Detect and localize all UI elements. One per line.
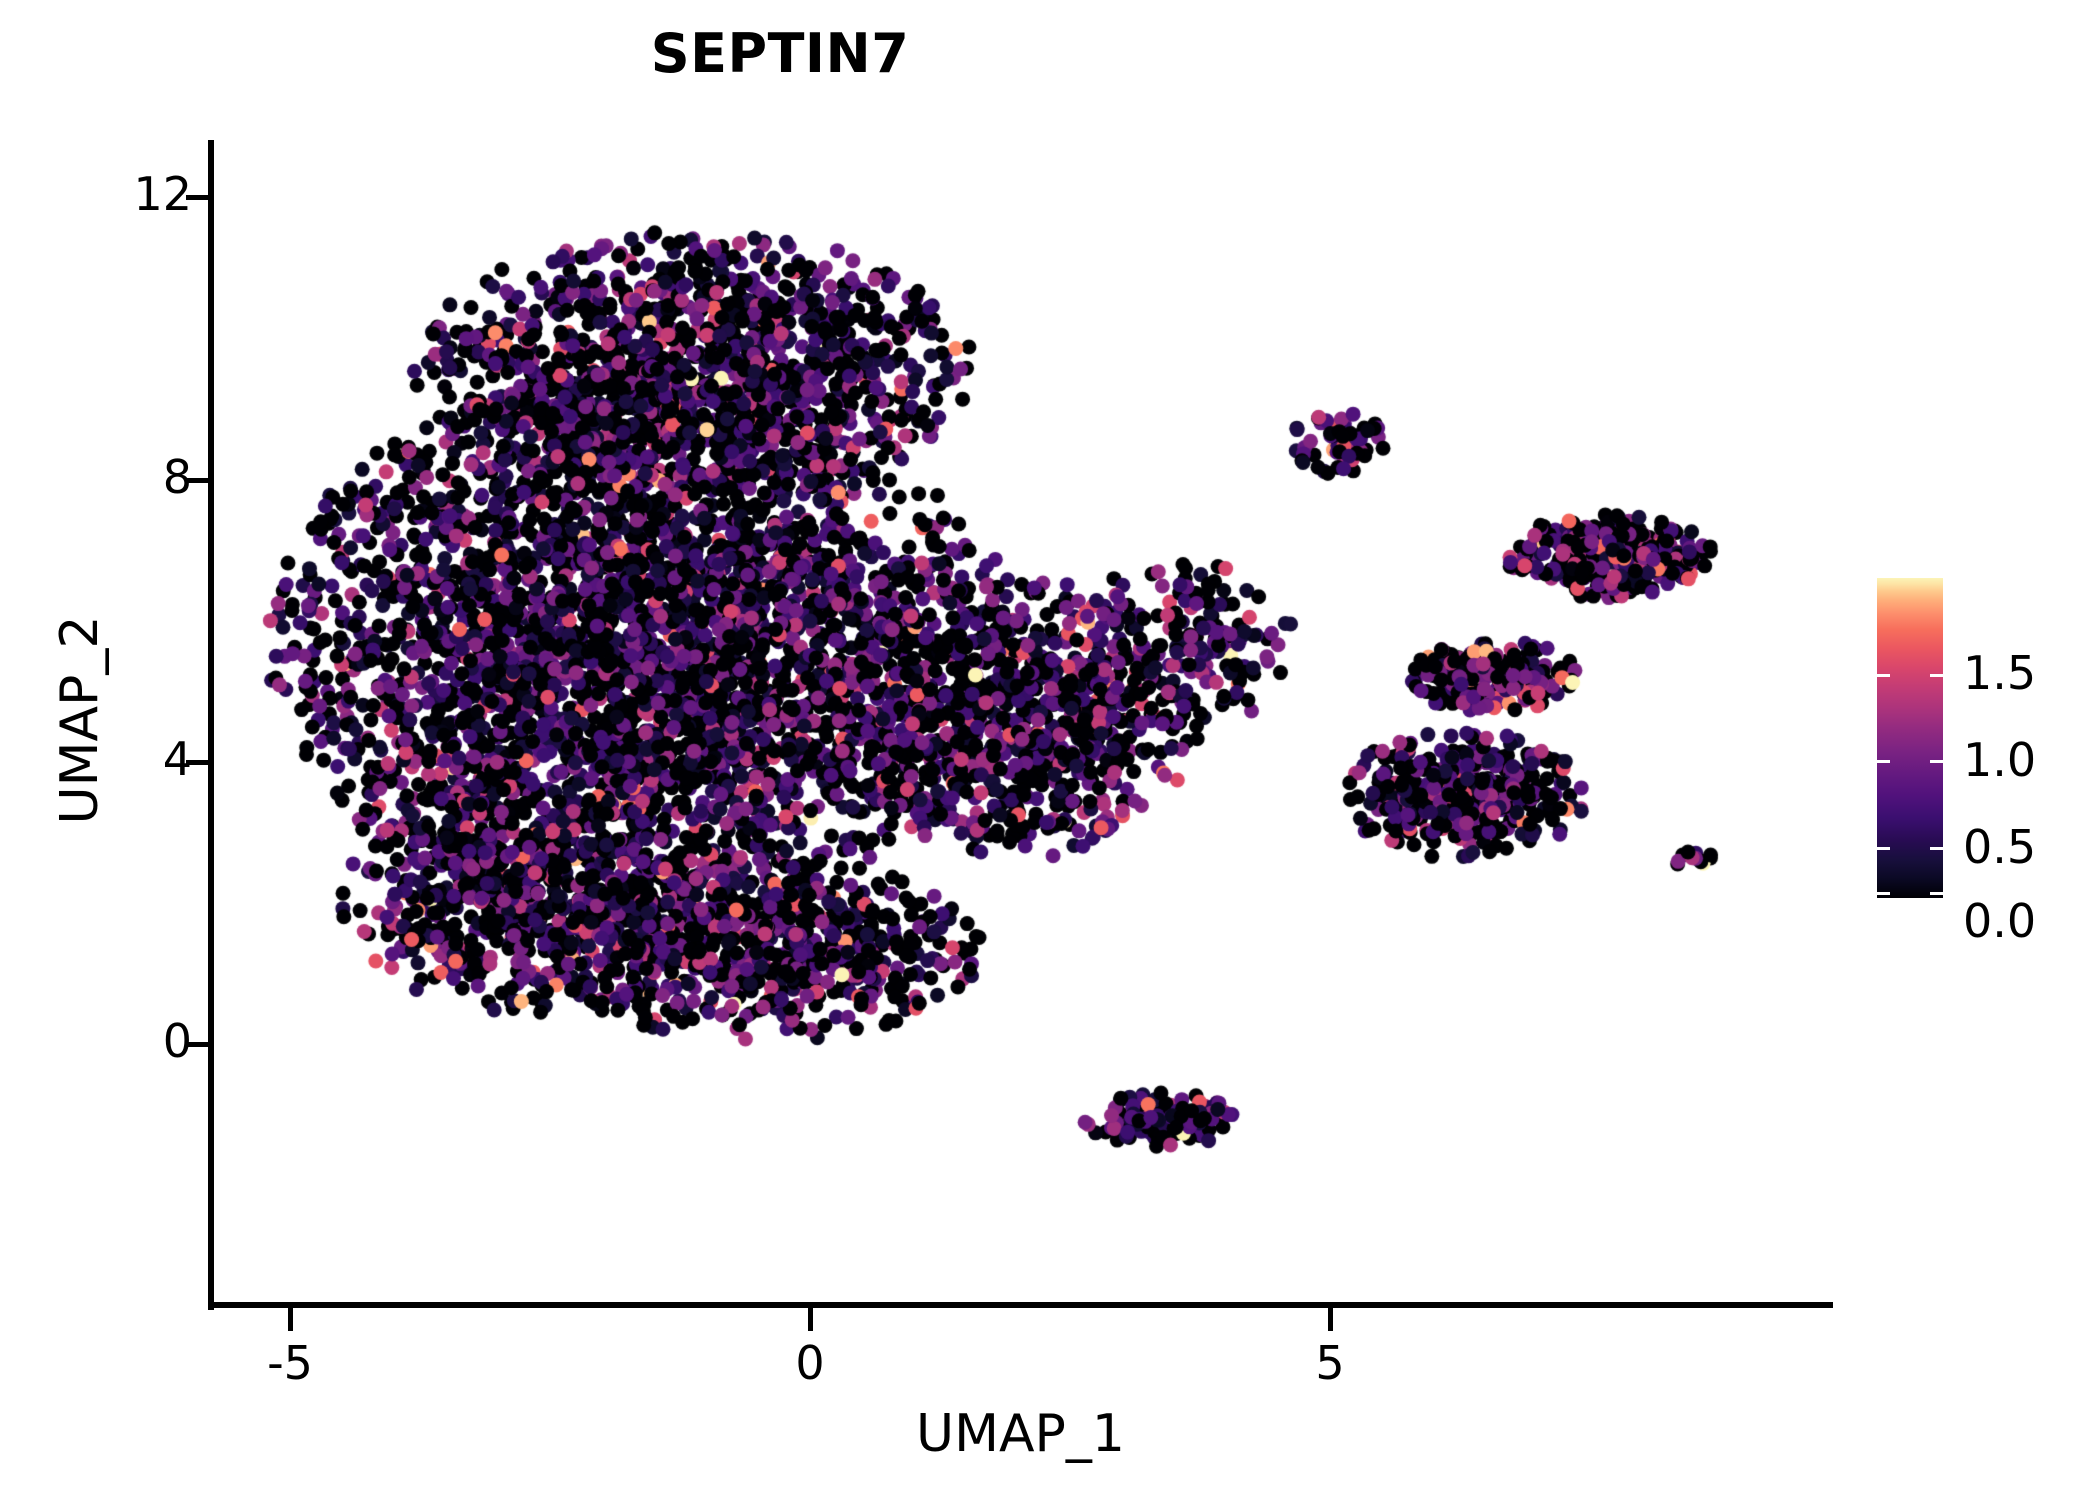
colorbar-tick-0.5-left — [1877, 847, 1890, 850]
y-tick-mark-0 — [186, 1042, 210, 1047]
x-tick-mark-0 — [808, 1307, 813, 1331]
colorbar-tick-0.0-right — [1930, 892, 1943, 895]
y-axis-spine — [208, 140, 214, 1310]
x-tick-mark-5 — [1328, 1307, 1333, 1331]
x-axis-spine — [208, 1302, 1833, 1308]
colorbar-tick-0.0-left — [1877, 892, 1890, 895]
colorbar-tick-1.0-left — [1877, 760, 1890, 763]
y-tick-label-4: 4 — [162, 732, 192, 786]
x-tick-label-0: 0 — [795, 1336, 825, 1390]
colorbar-label-1.0: 1.0 — [1963, 733, 2037, 787]
x-tick-mark-minus5 — [288, 1307, 293, 1331]
x-axis-label: UMAP_1 — [916, 1404, 1125, 1464]
y-tick-mark-12 — [186, 195, 210, 200]
colorbar-label-0.5: 0.5 — [1963, 820, 2037, 874]
colorbar — [1877, 578, 1943, 898]
colorbar-label-1.5: 1.5 — [1963, 646, 2037, 700]
x-tick-label-5: 5 — [1315, 1336, 1345, 1390]
y-axis-label: UMAP_2 — [50, 615, 110, 825]
colorbar-tick-1.5-left — [1877, 674, 1890, 677]
colorbar-tick-1.5-right — [1930, 674, 1943, 677]
colorbar-gradient — [1877, 578, 1943, 898]
x-tick-label-minus5: -5 — [267, 1336, 313, 1390]
y-tick-label-8: 8 — [162, 450, 192, 504]
y-tick-mark-4 — [186, 760, 210, 765]
colorbar-label-0.0: 0.0 — [1963, 894, 2037, 948]
y-tick-mark-8 — [186, 478, 210, 483]
colorbar-tick-0.5-right — [1930, 847, 1943, 850]
colorbar-tick-1.0-right — [1930, 760, 1943, 763]
y-tick-label-0: 0 — [162, 1014, 192, 1068]
y-tick-label-12: 12 — [133, 167, 192, 221]
